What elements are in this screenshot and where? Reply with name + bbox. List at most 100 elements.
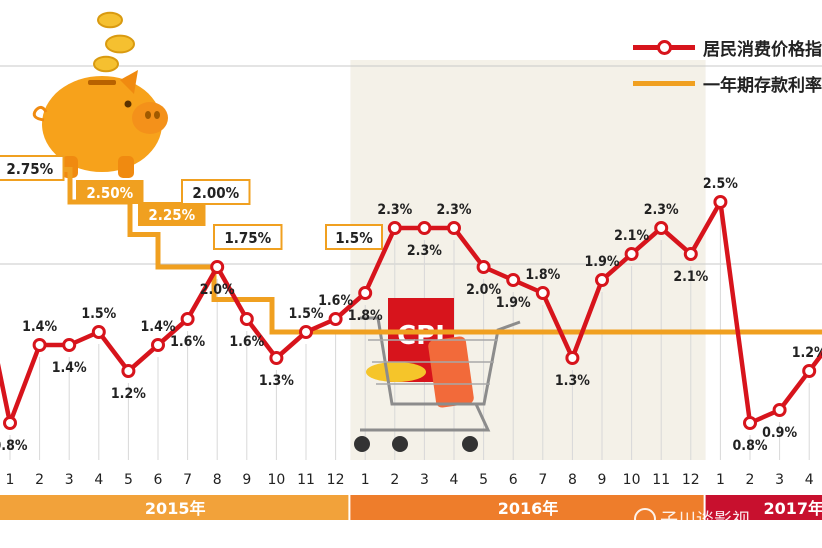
deposit-rate-line <box>0 167 822 335</box>
cpi-data-label: 0.8% <box>733 438 768 454</box>
x-tick-label: 11 <box>297 472 315 488</box>
x-tick-label: 1 <box>716 472 725 488</box>
cpi-data-label: 1.4% <box>22 319 57 335</box>
x-tick-label: 2 <box>746 472 755 488</box>
cpi-point <box>713 195 728 209</box>
cpi-data-label: 2.3% <box>407 243 442 259</box>
cpi-point <box>62 338 77 352</box>
cpi-data-label: 1.6% <box>318 293 353 309</box>
cpi-data-label: 2.3% <box>644 202 679 218</box>
x-tick-label: 10 <box>623 472 641 488</box>
x-tick-label: 12 <box>682 472 700 488</box>
deposit-label-box <box>138 202 206 226</box>
x-tick-label: 7 <box>538 472 547 488</box>
deposit-label-text: 2.50% <box>86 184 133 202</box>
cpi-data-label: 1.2% <box>792 345 822 361</box>
cart-base <box>360 403 491 432</box>
cpi-point <box>535 286 550 300</box>
deposit-rate-label: 2.00% <box>181 179 251 205</box>
piggy-nostril <box>154 111 160 119</box>
cpi-point <box>121 364 136 378</box>
cpi-point <box>387 221 402 235</box>
cpi-point <box>624 247 639 261</box>
watermark-text: 子川谈影视 <box>660 510 750 531</box>
cpi-data-label: 2.1% <box>673 269 708 285</box>
x-tick-label: 1 <box>6 472 15 488</box>
watermark: 子川谈影视 <box>634 506 750 532</box>
cpi-data-label: 2.0% <box>466 282 501 298</box>
cpi-data-label: 2.1% <box>614 228 649 244</box>
x-tick-label: 4 <box>450 472 459 488</box>
x-tick-label: 7 <box>183 472 192 488</box>
shopping-cart-illustration: CPI <box>354 298 521 452</box>
cpi-point <box>506 273 521 287</box>
piggy-coin-slot <box>88 80 116 85</box>
piggy-snout <box>132 102 168 134</box>
deposit-label-text: 2.00% <box>192 184 239 202</box>
cpi-point <box>32 338 47 352</box>
deposit-label-text: 2.75% <box>6 160 53 178</box>
deposit-rate-label: 2.25% <box>138 202 206 226</box>
cpi-point <box>328 312 343 326</box>
cpi-data-label: 1.3% <box>555 373 590 389</box>
x-tick-label: 5 <box>124 472 133 488</box>
cpi-point <box>417 221 432 235</box>
deposit-label-box <box>181 179 251 205</box>
x-tick-label: 11 <box>652 472 670 488</box>
cpi-data-label: 2.5% <box>703 176 738 192</box>
cpi-point <box>595 273 609 287</box>
cpi-data-label: 1.3% <box>259 373 294 389</box>
deposit-rate-label: 2.75% <box>0 155 65 181</box>
cpi-point <box>683 247 698 261</box>
cpi-data-label: 1.4% <box>52 360 87 376</box>
piggy-nostril <box>145 111 151 119</box>
legend-deposit-label: 一年期存款利率 <box>703 75 822 96</box>
deposit-label-text: 1.75% <box>224 229 271 247</box>
cpi-point <box>772 403 787 417</box>
gold-coin <box>105 34 135 54</box>
cpi-point <box>358 286 373 300</box>
cpi-data-label: 1.6% <box>229 334 264 350</box>
cpi-point <box>447 221 461 235</box>
x-tick-label: 2 <box>390 472 399 488</box>
deposit-rate-label: 2.50% <box>76 180 144 204</box>
piggy-bank-illustration <box>32 11 168 178</box>
x-tick-label: 4 <box>94 472 103 488</box>
gold-coin <box>93 55 119 73</box>
piggy-body <box>42 76 162 172</box>
x-tick-label: 9 <box>598 472 607 488</box>
x-tick-label: 3 <box>775 472 784 488</box>
cpi-data-label: 1.5% <box>81 306 116 322</box>
cpi-data-label: 1.9% <box>496 295 531 311</box>
x-tick-label: 12 <box>327 472 345 488</box>
price-tag <box>428 336 474 408</box>
x-tick-label: 10 <box>267 472 285 488</box>
year-band <box>0 495 349 520</box>
cpi-data-label: 2.0% <box>200 282 235 298</box>
cart-wheel <box>392 436 408 452</box>
year-band <box>705 495 822 520</box>
legend-deposit: 一年期存款利率 <box>633 70 822 96</box>
cart-frame <box>360 316 521 406</box>
watermark-icon <box>634 508 656 530</box>
cpi-point <box>269 351 284 365</box>
cpi-data-label: 2.3% <box>437 202 472 218</box>
cpi-point <box>210 260 225 274</box>
banana <box>366 362 426 382</box>
cart-basket-lines <box>368 339 498 385</box>
piggy-eye <box>124 100 132 108</box>
cart-wheel <box>354 436 370 452</box>
x-tick-label: 5 <box>479 472 488 488</box>
cpi-data-label: 2.3% <box>377 202 412 218</box>
legend-cpi-label: 居民消费价格指 <box>703 39 822 60</box>
cpi-data-label: 1.8% <box>348 308 383 324</box>
cpi-point <box>239 312 254 326</box>
cpi-point <box>476 260 491 274</box>
piggy-tail <box>32 105 48 122</box>
cpi-point <box>743 416 757 430</box>
cpi-point <box>91 325 106 339</box>
legend-deposit-swatch <box>633 75 695 91</box>
cpi-data-label: 1.4% <box>141 319 176 335</box>
